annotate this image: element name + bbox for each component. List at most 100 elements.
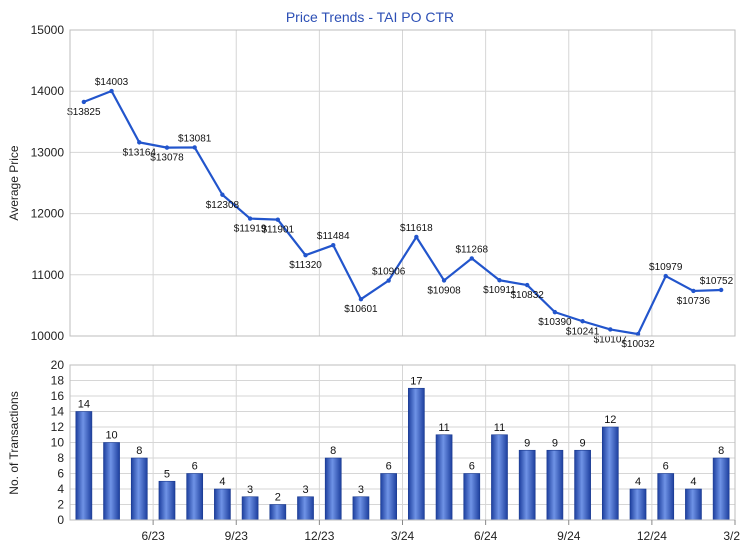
price-label-5: $12308 xyxy=(206,200,240,211)
price-line-series xyxy=(81,88,724,337)
price-tick-10000: 10000 xyxy=(31,329,65,343)
price-label-12: $11618 xyxy=(400,223,433,234)
bar-9/24 xyxy=(546,449,564,521)
price-chart-grid xyxy=(70,29,736,337)
bar-label-11/24: 12 xyxy=(604,414,616,426)
bar-4/24 xyxy=(408,387,425,521)
price-label-21: $10979 xyxy=(649,262,683,273)
price-point-10 xyxy=(358,297,364,302)
price-axis-title: Average Price xyxy=(7,145,21,220)
transactions-tick-18: 18 xyxy=(51,374,65,388)
bar-3/24 xyxy=(380,473,397,521)
bar-1/24 xyxy=(324,457,342,521)
price-label-15: $10911 xyxy=(483,285,516,296)
transactions-tick-4: 4 xyxy=(57,482,64,496)
transactions-tick-0: 0 xyxy=(57,513,64,527)
price-label-7: $11901 xyxy=(261,225,294,236)
bar-11/23 xyxy=(269,504,287,521)
price-label-16: $10832 xyxy=(511,290,545,301)
bar-5/23 xyxy=(103,442,120,521)
bar-9/23 xyxy=(214,488,231,521)
bar-2/25 xyxy=(685,488,702,521)
bar-label-9/23: 4 xyxy=(219,476,225,488)
bar-label-7/24: 11 xyxy=(494,422,505,434)
bar-4/23 xyxy=(75,411,93,521)
bar-label-12/23: 3 xyxy=(302,484,308,496)
price-point-13 xyxy=(441,278,447,283)
price-point-3 xyxy=(164,145,170,150)
price-label-22: $10736 xyxy=(677,296,711,307)
price-tick-15000: 15000 xyxy=(31,23,65,37)
price-label-9: $11484 xyxy=(317,231,350,242)
price-point-18 xyxy=(580,319,585,324)
price-point-2 xyxy=(137,140,142,145)
bar-label-5/23: 10 xyxy=(105,430,117,442)
bar-7/24 xyxy=(491,434,508,521)
price-label-23: $10752 xyxy=(700,276,734,287)
bar-10/23 xyxy=(241,496,259,521)
bar-label-2/24: 3 xyxy=(358,484,364,496)
price-point-8 xyxy=(303,253,308,258)
price-label-6: $11919 xyxy=(234,224,267,235)
price-point-17 xyxy=(552,309,558,315)
bar-label-6/23: 8 xyxy=(136,445,142,457)
price-label-1: $14003 xyxy=(95,77,129,88)
bar-label-11/23: 2 xyxy=(275,492,281,504)
bar-8/24 xyxy=(518,449,536,521)
x-tick-6/24: 6/24 xyxy=(474,529,498,543)
transactions-tick-12: 12 xyxy=(51,420,65,434)
price-label-4: $13081 xyxy=(178,133,212,144)
bar-3/25 xyxy=(712,457,730,521)
bar-10/24 xyxy=(574,449,591,521)
price-point-20 xyxy=(635,331,641,337)
transactions-tick-20: 20 xyxy=(51,358,65,372)
bar-6/24 xyxy=(463,473,481,521)
price-label-0: $13825 xyxy=(67,107,101,118)
bar-5/24 xyxy=(435,434,453,521)
price-point-5 xyxy=(220,192,225,197)
price-point-9 xyxy=(331,242,336,248)
price-point-23 xyxy=(718,287,724,293)
bar-1/25 xyxy=(657,473,675,521)
bar-label-1/25: 6 xyxy=(663,461,669,473)
bar-2/24 xyxy=(352,496,370,521)
bar-label-1/24: 8 xyxy=(330,445,336,457)
bar-11/24 xyxy=(601,426,619,521)
price-label-14: $11268 xyxy=(455,244,488,255)
price-point-6 xyxy=(247,216,253,221)
x-tick-3/25: 3/25 xyxy=(723,529,740,543)
price-point-15 xyxy=(497,278,502,283)
price-point-4 xyxy=(192,145,197,150)
bar-label-12/24: 4 xyxy=(635,476,641,488)
bar-label-4/24: 17 xyxy=(410,375,422,387)
bar-label-8/24: 9 xyxy=(524,437,530,449)
transaction-bars xyxy=(75,387,730,521)
bar-label-2/25: 4 xyxy=(690,476,696,488)
bar-label-9/24: 9 xyxy=(552,437,558,449)
price-label-17: $10390 xyxy=(538,317,572,328)
bar-label-5/24: 11 xyxy=(438,422,449,434)
price-line xyxy=(83,89,722,336)
bar-7/23 xyxy=(158,480,176,521)
x-tick-12/23: 12/23 xyxy=(304,529,334,543)
x-tick-9/23: 9/23 xyxy=(225,529,249,543)
x-tick-3/24: 3/24 xyxy=(391,529,415,543)
price-label-3: $13078 xyxy=(150,153,184,164)
bar-12/23 xyxy=(297,496,314,521)
bar-label-3/24: 6 xyxy=(386,461,392,473)
transactions-tick-8: 8 xyxy=(57,451,64,465)
price-tick-13000: 13000 xyxy=(31,145,65,159)
price-plot-frame xyxy=(69,29,736,337)
bar-12/24 xyxy=(629,488,647,521)
bar-8/23 xyxy=(186,473,204,521)
transactions-axis-title: No. of Transactions xyxy=(7,391,21,494)
price-label-11: $10906 xyxy=(372,267,406,278)
price-point-11 xyxy=(386,278,391,283)
x-tick-6/23: 6/23 xyxy=(141,529,165,543)
price-point-0 xyxy=(81,99,87,105)
price-tick-14000: 14000 xyxy=(31,84,65,98)
x-tick-12/24: 12/24 xyxy=(637,529,667,543)
bar-label-10/23: 3 xyxy=(247,484,253,496)
price-point-21 xyxy=(663,273,668,279)
